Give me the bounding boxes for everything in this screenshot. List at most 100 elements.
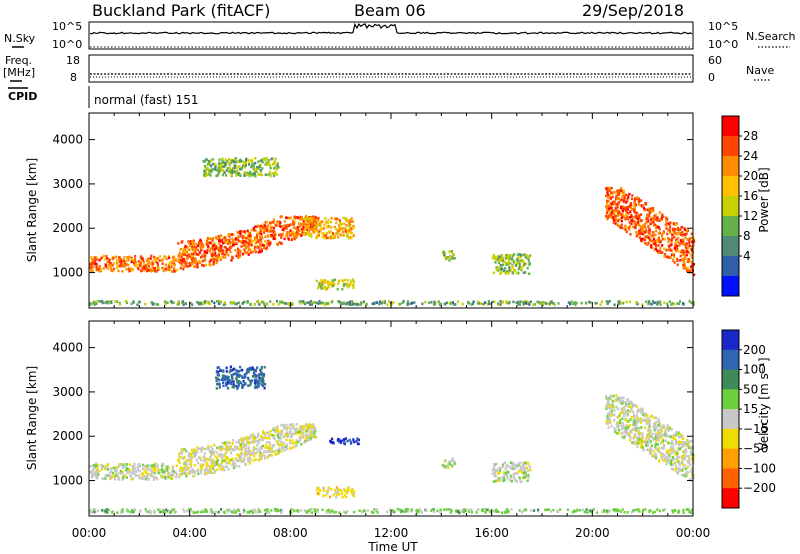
- echo-cell: [206, 248, 209, 252]
- echo-cell: [117, 477, 120, 480]
- echo-cell: [685, 253, 688, 257]
- echo-cell: [197, 301, 200, 305]
- echo-cell: [448, 259, 451, 262]
- echo-cell: [112, 262, 116, 265]
- echo-cell: [222, 241, 225, 245]
- echo-cell: [267, 448, 270, 451]
- echo-cell: [243, 457, 246, 460]
- echo-cell: [194, 453, 197, 456]
- echo-cell: [235, 447, 238, 451]
- echo-cell: [146, 267, 149, 270]
- echo-cell: [670, 428, 673, 431]
- echo-cell: [549, 301, 552, 304]
- echo-cell: [668, 455, 672, 458]
- echo-cell: [663, 237, 666, 241]
- echo-cell: [200, 463, 203, 467]
- echo-cell: [480, 302, 483, 305]
- echo-cell: [356, 437, 359, 440]
- echo-cell: [523, 301, 527, 304]
- echo-cell: [639, 219, 643, 223]
- echo-cell: [225, 238, 229, 242]
- echo-cell: [475, 511, 478, 514]
- echo-cell: [352, 280, 356, 283]
- echo-cell: [218, 253, 221, 256]
- echo-cell: [675, 244, 678, 248]
- echo-cell: [254, 384, 257, 388]
- echo-cell: [122, 466, 125, 469]
- echo-cell: [254, 241, 257, 245]
- echo-cell: [203, 468, 207, 472]
- echo-cell: [144, 302, 147, 306]
- echo-cell: [213, 471, 216, 474]
- echo-cell: [170, 475, 173, 478]
- echo-cell: [611, 195, 614, 199]
- echo-cell: [617, 398, 620, 401]
- echo-cell: [674, 223, 677, 226]
- echo-cell: [212, 461, 215, 465]
- echo-cell: [664, 428, 667, 432]
- echo-cell: [249, 457, 252, 461]
- echo-cell: [264, 159, 267, 163]
- echo-cell: [284, 224, 287, 228]
- echo-cell: [244, 449, 247, 453]
- echo-cell: [683, 457, 687, 461]
- echo-cell: [686, 259, 689, 263]
- echo-cell: [621, 431, 624, 435]
- echo-cell: [680, 433, 683, 436]
- echo-cell: [640, 411, 643, 414]
- echo-cell: [249, 239, 252, 242]
- echo-cell: [689, 260, 692, 264]
- echo-cell: [209, 247, 212, 250]
- echo-cell: [228, 462, 231, 465]
- echo-cell: [266, 224, 269, 227]
- echo-cell: [265, 436, 268, 440]
- echo-cell: [342, 510, 346, 513]
- echo-cell: [266, 456, 270, 459]
- echo-cell: [345, 495, 348, 499]
- echo-cell: [671, 442, 674, 445]
- echo-cell: [168, 509, 171, 512]
- echo-cell: [145, 259, 148, 263]
- echo-cell: [221, 256, 224, 259]
- echo-cell: [643, 418, 646, 421]
- echo-cell: [274, 453, 277, 456]
- echo-cell: [194, 257, 197, 260]
- echo-cell: [263, 224, 267, 227]
- echo-cell: [617, 415, 620, 419]
- echo-cell: [316, 510, 319, 513]
- echo-cell: [108, 300, 111, 303]
- echo-cell: [582, 508, 585, 512]
- echo-cell: [198, 241, 201, 244]
- echo-cell: [518, 302, 521, 305]
- echo-cell: [257, 441, 260, 444]
- echo-cell: [676, 232, 679, 236]
- echo-cell: [528, 272, 531, 276]
- echo-cell: [216, 300, 219, 303]
- echo-cell: [241, 383, 244, 387]
- echo-cell: [439, 508, 442, 511]
- echo-cell: [637, 220, 640, 224]
- echo-cell: [127, 263, 130, 267]
- echo-cell: [259, 224, 262, 228]
- echo-cell: [264, 240, 267, 243]
- echo-cell: [619, 510, 622, 513]
- echo-cell: [472, 300, 475, 304]
- echo-cell: [633, 403, 636, 407]
- echo-cell: [673, 437, 676, 440]
- echo-cell: [214, 469, 217, 473]
- echo-cell: [228, 233, 231, 236]
- echo-cell: [300, 227, 303, 231]
- echo-cell: [168, 511, 172, 514]
- echo-cell: [556, 509, 559, 513]
- echo-cell: [676, 259, 679, 263]
- echo-cell: [438, 302, 441, 306]
- echo-cell: [511, 461, 514, 465]
- echo-cell: [241, 302, 244, 305]
- echo-cell: [635, 302, 638, 306]
- echo-cell: [260, 232, 263, 236]
- echo-cell: [190, 448, 194, 452]
- echo-cell: [533, 303, 536, 306]
- echo-cell: [454, 303, 457, 306]
- echo-cell: [662, 452, 665, 456]
- echo-cell: [639, 445, 642, 449]
